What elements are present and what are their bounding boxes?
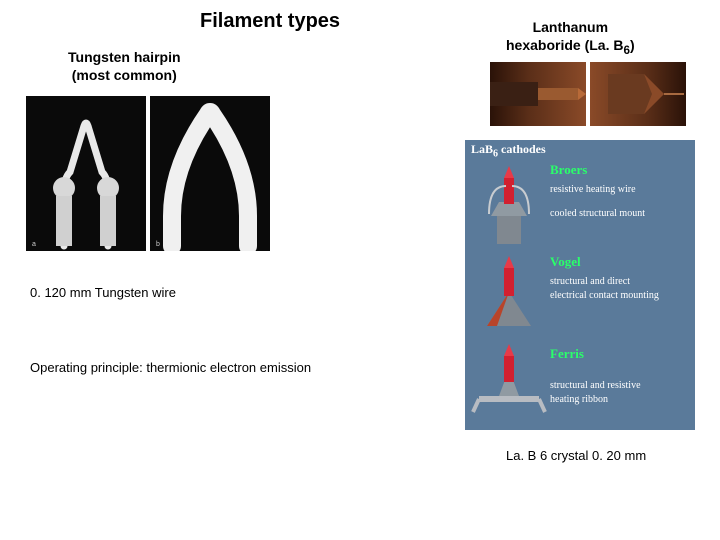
cathode-row-ferris: Ferris structural and resistive heating … bbox=[465, 340, 695, 435]
tungsten-label: Tungsten hairpin (most common) bbox=[68, 48, 181, 84]
lab6-cathode-diagram: LaB6 cathodes Broers resistive heating w… bbox=[465, 140, 695, 430]
operating-principle: Operating principle: thermionic electron… bbox=[30, 360, 311, 375]
cathode-name-0: Broers bbox=[550, 162, 587, 178]
cathode-desc-1b: electrical contact mounting bbox=[550, 290, 659, 303]
tungsten-label-line1: Tungsten hairpin bbox=[68, 49, 181, 65]
svg-text:a: a bbox=[32, 241, 36, 248]
lab6-label: Lanthanum hexaboride (La. B6) bbox=[506, 18, 635, 58]
lab6-label-line2: hexaboride (La. B bbox=[506, 37, 623, 53]
cathode-row-broers: Broers resistive heating wire cooled str… bbox=[465, 156, 695, 251]
page-title: Filament types bbox=[200, 10, 340, 33]
cathode-name-1: Vogel bbox=[550, 254, 581, 270]
cathode-row-vogel: Vogel structural and direct electrical c… bbox=[465, 248, 695, 343]
tungsten-label-line2: (most common) bbox=[72, 67, 177, 83]
cathode-desc-0a: resistive heating wire bbox=[550, 184, 636, 197]
cathode-desc-0b: cooled structural mount bbox=[550, 208, 645, 221]
cathode-name-2: Ferris bbox=[550, 346, 584, 362]
cathode-desc-2b: heating ribbon bbox=[550, 394, 608, 407]
lab6-photos bbox=[490, 62, 686, 126]
lab6-photo-a bbox=[490, 62, 586, 126]
tungsten-wire-caption: 0. 120 mm Tungsten wire bbox=[30, 285, 176, 300]
lab6-crystal-caption: La. B 6 crystal 0. 20 mm bbox=[506, 448, 646, 463]
tungsten-image-b: b bbox=[150, 96, 270, 251]
svg-text:b: b bbox=[156, 241, 160, 248]
tungsten-image-a: a bbox=[26, 96, 146, 251]
lab6-label-close: ) bbox=[630, 37, 635, 53]
cathode-desc-2a: structural and resistive bbox=[550, 380, 641, 393]
cathode-desc-1a: structural and direct bbox=[550, 276, 630, 289]
tungsten-images: a b bbox=[26, 96, 270, 251]
lab6-photo-b bbox=[590, 62, 686, 126]
lab6-label-line1: Lanthanum bbox=[533, 19, 608, 35]
